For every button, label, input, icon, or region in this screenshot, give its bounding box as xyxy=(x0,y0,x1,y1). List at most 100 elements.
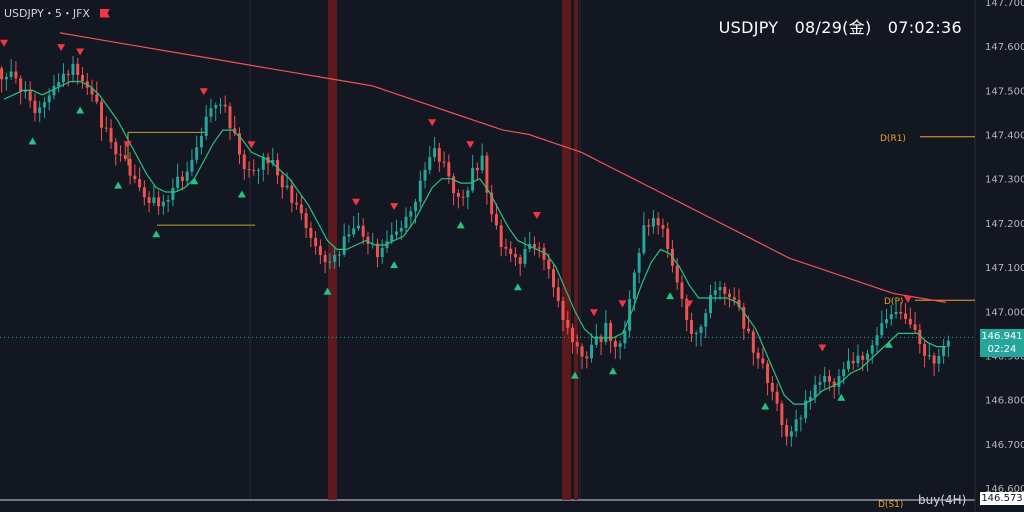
candle xyxy=(337,251,341,268)
candle-body xyxy=(466,190,470,198)
candle-body xyxy=(870,345,874,354)
candle xyxy=(223,95,227,113)
candle xyxy=(185,161,189,187)
candle-body xyxy=(927,355,931,357)
candle-body xyxy=(71,63,75,75)
candle-body xyxy=(547,259,551,270)
price-tick-label: 147.200 xyxy=(985,219,1024,230)
buy-signal-marker xyxy=(761,402,770,410)
candle-body xyxy=(195,147,199,160)
candle-body xyxy=(447,162,451,177)
countdown-value: 02:24 xyxy=(987,344,1017,356)
session-bands xyxy=(328,0,578,500)
candle xyxy=(704,308,708,338)
candle-body xyxy=(875,335,879,346)
candle-body xyxy=(418,180,422,202)
candle-body xyxy=(946,340,950,347)
candle-body xyxy=(894,311,898,315)
candle-body xyxy=(518,257,522,264)
candle xyxy=(28,81,32,108)
candle-body xyxy=(100,101,104,128)
candle-body xyxy=(76,63,80,75)
candle xyxy=(428,146,432,175)
candle-body xyxy=(694,332,698,334)
candle-body xyxy=(19,78,23,92)
buy-signal-marker xyxy=(237,190,246,198)
candle-body xyxy=(842,369,846,377)
candle xyxy=(751,328,755,366)
candle-body xyxy=(799,418,803,420)
candle xyxy=(119,145,123,162)
candle-body xyxy=(57,82,61,87)
price-tick-label: 147.500 xyxy=(985,86,1024,97)
candle-body xyxy=(423,169,427,181)
candle-body xyxy=(880,323,884,336)
candle-body xyxy=(632,272,636,299)
candle xyxy=(76,57,80,85)
candle xyxy=(390,222,394,245)
candle-body xyxy=(599,336,603,342)
candle-body xyxy=(142,187,146,198)
candle xyxy=(647,218,651,236)
flag-icon[interactable] xyxy=(99,8,110,18)
price-tick-label: 147.000 xyxy=(985,307,1024,318)
candle xyxy=(290,179,294,213)
candle-body xyxy=(223,104,227,107)
candle-body xyxy=(623,330,627,344)
candle-body xyxy=(575,342,579,347)
buy-signal-marker xyxy=(323,287,332,295)
candle-body xyxy=(204,116,208,137)
candle-body xyxy=(404,216,408,228)
candle xyxy=(228,102,232,141)
candle xyxy=(409,206,413,228)
symbol-header[interactable]: USDJPY・5・JFX xyxy=(4,5,110,21)
candle-body xyxy=(499,225,503,247)
candle xyxy=(513,247,517,267)
candle-body xyxy=(561,300,565,320)
candle xyxy=(280,171,284,199)
candle xyxy=(904,303,908,324)
candle xyxy=(0,66,4,93)
candle xyxy=(380,239,384,264)
candle-body xyxy=(42,102,46,108)
candle-body xyxy=(666,228,670,249)
candle-body xyxy=(399,227,403,232)
candle-body xyxy=(923,344,927,356)
candle xyxy=(42,96,46,118)
candle xyxy=(923,340,927,368)
sell-signal-marker xyxy=(199,88,208,96)
candle-body xyxy=(604,322,608,342)
candle xyxy=(19,75,23,105)
candle-body xyxy=(437,148,441,162)
candle-body xyxy=(242,154,246,170)
candle xyxy=(252,159,256,176)
candle xyxy=(599,333,603,356)
candle-body xyxy=(571,327,575,343)
candle-body xyxy=(233,128,237,134)
candle-body xyxy=(866,353,869,360)
candle xyxy=(218,97,222,114)
candle-body xyxy=(742,307,746,329)
candle-body xyxy=(542,247,546,260)
candle-body xyxy=(366,236,370,244)
candle-body xyxy=(794,419,798,432)
candle-body xyxy=(90,87,94,95)
candle xyxy=(4,72,8,91)
candle xyxy=(14,61,18,84)
candle xyxy=(523,237,527,268)
candle xyxy=(404,207,408,235)
candle-body xyxy=(123,155,127,159)
candle-body xyxy=(532,243,536,248)
candle xyxy=(309,221,313,248)
candle-body xyxy=(257,169,261,171)
moving-averages xyxy=(3,32,947,405)
candle xyxy=(466,186,470,210)
buy-signal-marker xyxy=(666,292,675,300)
candles xyxy=(0,56,950,447)
candle-body xyxy=(461,196,465,198)
candle xyxy=(775,383,779,412)
candle-body xyxy=(556,287,560,301)
candle-body xyxy=(827,376,831,382)
candle-body xyxy=(280,175,284,188)
